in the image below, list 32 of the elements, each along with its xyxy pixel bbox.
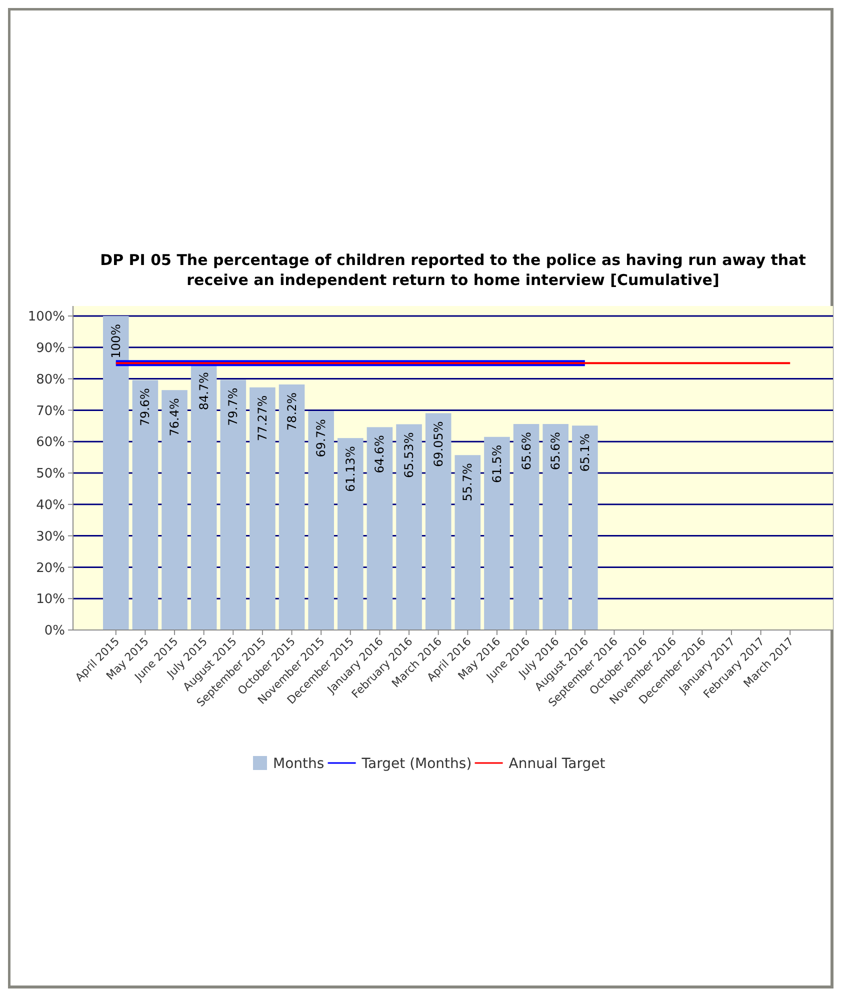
y-tick-label: 10%: [36, 592, 65, 608]
data-label: 61.13%: [343, 446, 358, 492]
legend-label: Months: [273, 756, 324, 772]
y-tick-label: 90%: [36, 340, 65, 356]
y-tick-label: 0%: [44, 624, 65, 639]
chart-title: DP PI 05 The percentage of children reported to the police as having run away that receive an independent return to home interview [Cumulative]: [100, 251, 806, 289]
y-tick-label: 70%: [36, 404, 65, 419]
data-label: 65.1%: [578, 434, 592, 472]
data-label: 69.7%: [314, 419, 328, 458]
data-label: 65.6%: [548, 432, 563, 470]
y-tick-label: 20%: [36, 560, 65, 576]
data-label: 100%: [108, 324, 123, 358]
data-label: 79.6%: [138, 388, 152, 426]
data-label: 77.27%: [255, 395, 270, 442]
y-tick-label: 60%: [36, 435, 65, 450]
data-label: 61.5%: [490, 444, 504, 484]
data-label: 64.6%: [372, 435, 387, 474]
data-label: 84.7%: [196, 372, 211, 410]
y-tick-label: 100%: [28, 310, 65, 325]
y-tick-label: 40%: [36, 498, 65, 513]
data-label: 69.05%: [431, 421, 446, 467]
y-tick-label: 80%: [36, 372, 65, 388]
data-label: 65.6%: [519, 432, 534, 470]
legend-label: Annual Target: [508, 756, 606, 772]
y-tick-label: 30%: [36, 529, 65, 544]
y-tick-label: 50%: [36, 466, 65, 482]
data-label: 55.7%: [460, 463, 475, 502]
legend-label: Target (Months): [360, 756, 472, 772]
data-label: 65.53%: [402, 432, 416, 478]
data-label: 78.2%: [284, 392, 299, 431]
data-label: 79.7%: [226, 388, 240, 426]
data-label: 76.4%: [168, 398, 182, 436]
